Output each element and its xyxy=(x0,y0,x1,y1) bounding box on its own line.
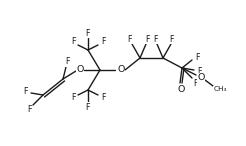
Text: F: F xyxy=(86,28,90,38)
Text: O: O xyxy=(197,73,205,82)
Text: F: F xyxy=(194,79,198,87)
Text: F: F xyxy=(23,87,27,97)
Text: F: F xyxy=(27,105,31,113)
Text: F: F xyxy=(101,38,105,46)
Text: F: F xyxy=(86,102,90,112)
Text: F: F xyxy=(170,34,174,44)
Text: F: F xyxy=(65,58,69,66)
Text: CH₃: CH₃ xyxy=(213,86,227,92)
Text: F: F xyxy=(71,38,75,46)
Text: O: O xyxy=(177,85,185,93)
Text: F: F xyxy=(154,34,158,44)
Text: F: F xyxy=(101,93,105,102)
Text: F: F xyxy=(71,93,75,102)
Text: O: O xyxy=(117,66,125,74)
Text: F: F xyxy=(128,34,132,44)
Text: O: O xyxy=(76,66,84,74)
Text: F: F xyxy=(195,53,199,61)
Text: F: F xyxy=(198,66,202,75)
Text: F: F xyxy=(146,34,150,44)
